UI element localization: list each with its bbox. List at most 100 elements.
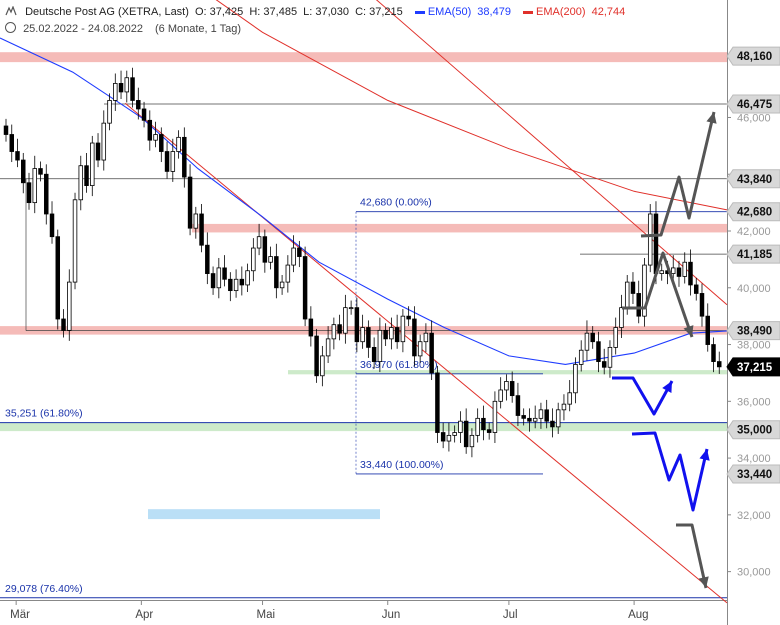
candle bbox=[262, 236, 268, 263]
candle bbox=[383, 329, 388, 340]
ema200-line bbox=[215, 0, 728, 211]
clock-icon bbox=[5, 22, 16, 33]
candle bbox=[164, 151, 170, 172]
candle bbox=[613, 327, 618, 348]
candle bbox=[84, 165, 89, 186]
candle bbox=[630, 281, 636, 294]
trendline bbox=[124, 102, 728, 604]
price-label-box bbox=[726, 244, 780, 264]
header-row-2: 25.02.2022 - 24.08.2022 (6 Monate, 1 Tag… bbox=[5, 22, 244, 35]
candle bbox=[624, 281, 630, 309]
candle bbox=[55, 236, 61, 320]
x-tick-label: Mai bbox=[257, 609, 276, 621]
candle bbox=[498, 389, 503, 402]
candle bbox=[538, 409, 544, 419]
candle bbox=[239, 278, 245, 286]
candle bbox=[366, 327, 371, 348]
candle bbox=[601, 361, 607, 368]
price-label-box bbox=[726, 94, 780, 114]
scenario-arrow-up-icon bbox=[640, 111, 716, 238]
price-label-box bbox=[726, 321, 780, 341]
candle bbox=[182, 136, 187, 178]
x-tick-label: Apr bbox=[135, 609, 153, 621]
fib-label: 36,970 (61.80%) bbox=[360, 359, 438, 371]
candle bbox=[688, 261, 693, 286]
ema200-value: 42,744 bbox=[591, 6, 626, 18]
candle bbox=[647, 213, 653, 266]
candle bbox=[705, 315, 710, 345]
candle bbox=[636, 293, 641, 317]
candle bbox=[90, 142, 95, 186]
candle bbox=[210, 273, 216, 289]
candle bbox=[130, 77, 135, 101]
price-label-box bbox=[726, 202, 780, 222]
candle bbox=[475, 417, 480, 436]
candle bbox=[141, 108, 147, 121]
candle bbox=[578, 349, 584, 365]
zone-resistance bbox=[0, 52, 727, 63]
candle bbox=[216, 267, 222, 289]
candle bbox=[26, 182, 32, 204]
candle bbox=[285, 264, 291, 283]
candle bbox=[440, 432, 446, 442]
instrument-name: Deutsche Post AG (XETRA, Last) bbox=[25, 6, 189, 18]
candle bbox=[251, 247, 256, 272]
candle bbox=[423, 332, 429, 343]
candle bbox=[596, 341, 601, 362]
candle bbox=[205, 244, 210, 274]
candle bbox=[377, 329, 383, 362]
fib-label: 29,078 (76.40%) bbox=[5, 583, 83, 595]
scenario-arrow-down-icon bbox=[676, 523, 708, 589]
y-tick-label: 36,000 bbox=[737, 396, 771, 408]
ema200-legend-swatch bbox=[523, 10, 534, 14]
candle bbox=[492, 400, 498, 433]
candle bbox=[527, 417, 532, 422]
x-tick-label: Mär bbox=[10, 609, 30, 621]
price-label-box bbox=[726, 169, 780, 189]
x-tick-label: Aug bbox=[628, 609, 648, 621]
candle bbox=[187, 176, 193, 229]
candle bbox=[389, 327, 394, 340]
candle bbox=[360, 327, 365, 343]
candle bbox=[136, 100, 141, 110]
chart-logo-icon bbox=[5, 6, 17, 16]
y-tick-label: 34,000 bbox=[737, 453, 771, 465]
candle bbox=[343, 307, 348, 334]
candle bbox=[193, 213, 199, 229]
candle bbox=[72, 199, 78, 283]
price-label: 48,160 bbox=[737, 51, 772, 63]
candle bbox=[274, 256, 279, 289]
zone-resistance bbox=[192, 223, 727, 233]
candle bbox=[308, 318, 314, 337]
ema50-legend-swatch bbox=[414, 10, 425, 14]
zone-support bbox=[288, 370, 727, 375]
ema50-value: 38,479 bbox=[477, 6, 511, 18]
candle bbox=[233, 278, 239, 292]
candle bbox=[170, 151, 176, 172]
candle bbox=[153, 134, 158, 141]
candle bbox=[607, 346, 613, 368]
candle bbox=[228, 278, 233, 292]
candle bbox=[532, 417, 538, 422]
price-label: 35,000 bbox=[737, 425, 772, 437]
price-label-box bbox=[726, 464, 780, 484]
candle bbox=[463, 420, 469, 448]
scenario-arrow-up-icon-head bbox=[706, 112, 717, 124]
fib-label: 35,251 (61.80%) bbox=[5, 408, 83, 420]
candle bbox=[279, 281, 285, 289]
x-tick-label: Jul bbox=[503, 609, 518, 621]
candle bbox=[573, 364, 578, 394]
candle bbox=[504, 381, 509, 391]
candle bbox=[711, 344, 716, 362]
candle bbox=[659, 270, 664, 274]
scenario-arrow-up-icon-head bbox=[683, 325, 694, 337]
candle bbox=[670, 267, 676, 274]
candle bbox=[3, 125, 9, 135]
scenario-arrow-blue-icon bbox=[612, 376, 674, 416]
candle bbox=[101, 122, 107, 161]
candle bbox=[199, 213, 204, 246]
candle bbox=[61, 318, 66, 331]
candle bbox=[567, 392, 572, 405]
chart-header: Deutsche Post AG (XETRA, Last) O: 37,425… bbox=[0, 0, 728, 38]
